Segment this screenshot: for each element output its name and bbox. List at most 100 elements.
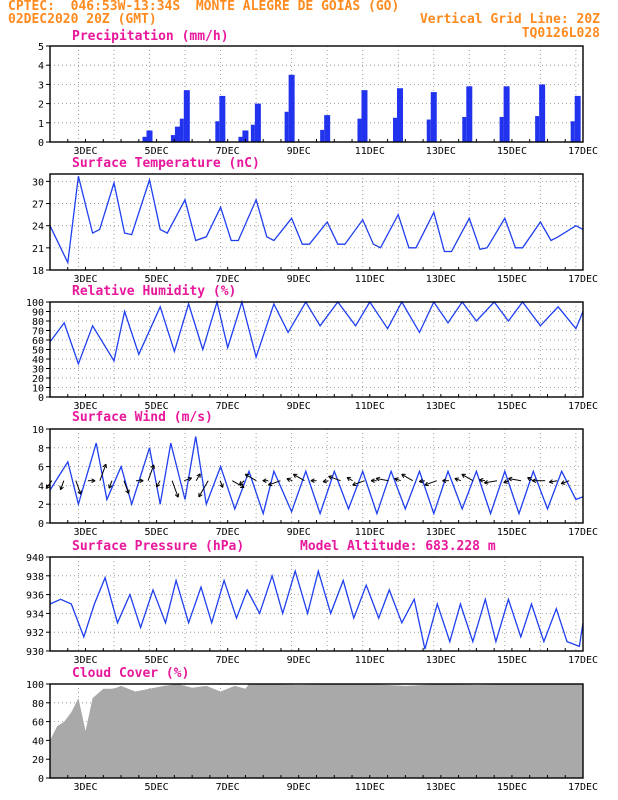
x-tick-label: 3DEC	[73, 655, 97, 666]
precip-bar	[535, 116, 540, 142]
y-tick-label: 40	[32, 736, 44, 747]
wind-arrow-head	[508, 478, 512, 482]
precip-bar	[539, 84, 546, 142]
precip-bar	[320, 129, 325, 142]
wind-arrow-head	[461, 474, 465, 478]
wind-arrow-head	[59, 485, 62, 490]
wind-arrow	[322, 478, 329, 484]
wind-arrow-head	[484, 480, 488, 484]
wind-arrow-head	[532, 480, 537, 484]
y-tick-label: 5	[38, 42, 44, 53]
wind-arrow-shaft	[198, 480, 209, 498]
y-tick-label: 940	[26, 553, 44, 564]
wind-arrow	[454, 477, 462, 482]
y-tick-label: 2	[38, 100, 44, 111]
humidity-line	[49, 299, 584, 366]
x-tick-label: 11DEC	[355, 401, 385, 412]
wind-arrow-head	[128, 489, 130, 494]
wind-arrow-shaft	[424, 480, 437, 486]
pressure-panel: 930 932 934 936 938 940 3DEC 5DEC 7DEC 9DEC 11DEC 1…	[26, 553, 598, 666]
y-tick-label: 0	[38, 519, 44, 530]
y-tick-label: 40	[32, 355, 44, 366]
temperature-line	[49, 176, 584, 265]
header-grid-line: Vertical Grid Line: 20Z	[419, 12, 600, 27]
x-tick-label: 5DEC	[145, 401, 169, 412]
wind-arrow-head	[454, 478, 458, 482]
y-tick-label: 90	[32, 308, 44, 319]
wind-arrow-head	[527, 477, 531, 482]
y-tick-label: 2	[38, 500, 44, 511]
wind-arrow	[548, 479, 558, 484]
x-tick-label: 11DEC	[355, 274, 385, 285]
x-tick-label: 9DEC	[287, 401, 311, 412]
wind-arrow	[59, 480, 65, 491]
precip-bar	[142, 136, 147, 142]
wind-arrow-shaft	[394, 478, 401, 482]
wind-arrow-shaft	[75, 480, 82, 495]
y-tick-label: 1	[38, 119, 44, 130]
wind-arrow-head	[401, 474, 405, 478]
wind-arrow-head	[174, 494, 179, 498]
y-tick-label: 0	[38, 138, 44, 149]
wind-arrow-head	[454, 477, 459, 480]
wind-arrow-head	[139, 480, 144, 484]
x-tick-label: 7DEC	[216, 782, 240, 793]
wind-arrow	[401, 473, 414, 482]
wind-arrow-head	[196, 473, 201, 477]
precip-bar	[146, 130, 153, 142]
wind-arrow-shaft	[561, 480, 570, 485]
wind-arrow-head	[268, 484, 273, 487]
x-tick-label: 3DEC	[73, 401, 97, 412]
y-tick-label: 20	[32, 755, 44, 766]
x-tick-label: 13DEC	[426, 782, 456, 793]
wind-arrow-head	[91, 478, 96, 482]
wind-arrow-shaft	[352, 480, 365, 486]
wind-arrow-head	[370, 478, 375, 482]
precip-bar	[430, 92, 437, 142]
wind-arrow	[484, 480, 498, 485]
wind-arrow-head	[60, 486, 64, 491]
wind-arrow-head	[139, 478, 144, 482]
x-tick-label: 7DEC	[216, 527, 240, 538]
y-tick-label: 70	[32, 327, 44, 338]
precip-bar	[170, 135, 175, 142]
x-tick-label: 11DEC	[355, 655, 385, 666]
wind-arrow-head	[352, 484, 357, 487]
temperature-panel: 18 21 24 27 30 3DEC 5DEC 7DEC 9DEC 11DEC 13DEC 15DE…	[32, 173, 598, 285]
wind-arrow	[99, 463, 108, 481]
x-tick-label: 11DEC	[355, 782, 385, 793]
x-tick-label: 17DEC	[568, 527, 598, 538]
wind-arrow-head	[262, 478, 267, 482]
wind-arrow-head	[419, 481, 424, 484]
pressure-line	[49, 568, 584, 650]
wind-arrow-head	[292, 474, 296, 478]
wind-arrow-shaft	[245, 473, 257, 482]
wind-arrow-shaft	[293, 473, 305, 482]
wind-arrow-head	[153, 464, 155, 469]
precip-bar	[397, 88, 404, 142]
wind-arrow-shaft	[232, 480, 245, 488]
wind-arrow	[346, 477, 353, 482]
temperature-title: Surface Temperature (nC)	[72, 156, 260, 171]
wind-arrow	[532, 478, 546, 484]
wind-arrow	[328, 475, 341, 482]
wind-title: Surface Wind (m/s)	[72, 410, 213, 425]
wind-arrow	[87, 478, 96, 484]
precip-bar	[574, 95, 581, 142]
wind-arrow	[503, 479, 510, 484]
wind-arrow-head	[222, 483, 224, 488]
wind-arrow-shaft	[171, 480, 179, 498]
model-altitude: Model Altitude: 683.228 m	[300, 539, 496, 554]
x-tick-label: 7DEC	[216, 655, 240, 666]
y-tick-label: 21	[32, 244, 44, 255]
wind-arrow-head	[560, 480, 565, 484]
wind-arrow-shaft	[156, 480, 161, 488]
wind-arrow-head	[346, 477, 350, 482]
wind-arrow-head	[561, 483, 566, 485]
precip-bar	[393, 117, 398, 142]
wind-line	[49, 436, 584, 516]
wind-arrow-head	[188, 477, 193, 482]
precip-bar	[238, 136, 243, 142]
x-tick-label: 17DEC	[568, 782, 598, 793]
